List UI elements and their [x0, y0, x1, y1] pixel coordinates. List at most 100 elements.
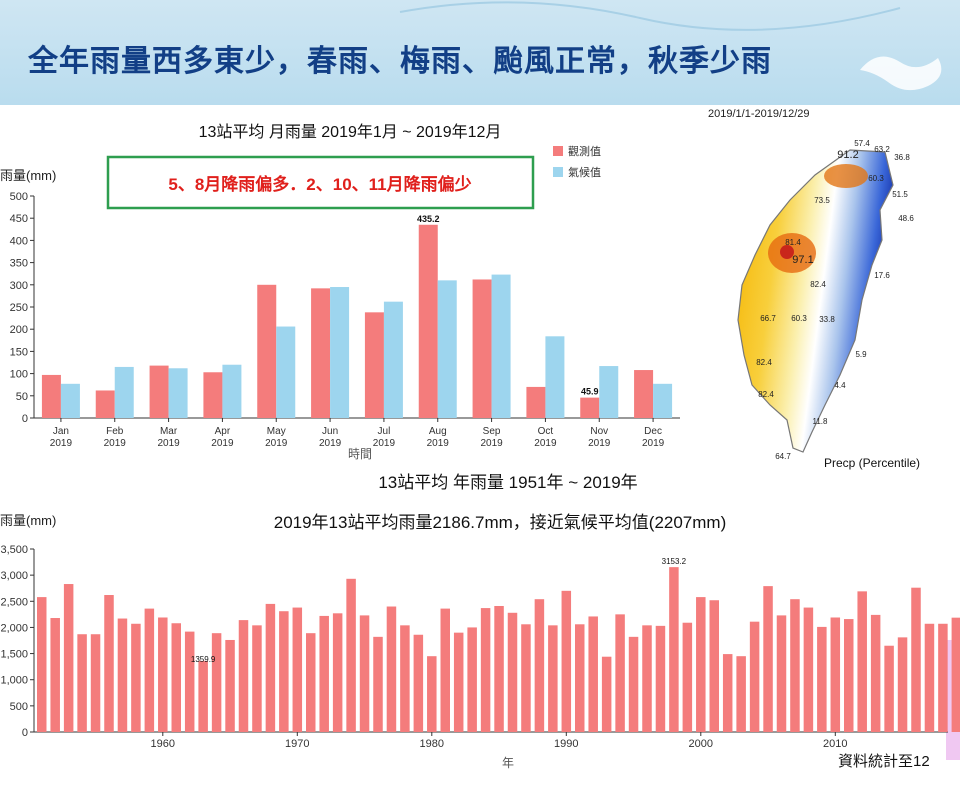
annual-bar: [790, 599, 800, 732]
map-hotspot-core: [780, 245, 794, 259]
monthly-x-tick-label: Jul: [378, 426, 391, 437]
monthly-x-tick-label: Oct: [538, 426, 554, 437]
annual-bar: [306, 633, 316, 732]
annual-bar: [669, 567, 679, 732]
legend-climate-label: 氣候值: [568, 165, 601, 179]
annual-bar: [346, 578, 356, 732]
annual-bar: [144, 608, 155, 732]
observed-bar: [526, 386, 546, 418]
annual-bar: [413, 634, 424, 732]
annual-data-label: 1359.9: [191, 655, 216, 664]
annual-bar: [480, 608, 491, 732]
annual-bar: [279, 611, 289, 732]
annual-bar: [467, 627, 477, 732]
monthly-x-tick-label: May: [267, 426, 286, 437]
monthly-x-tick-label: Apr: [215, 426, 231, 437]
annual-bar: [494, 605, 504, 732]
annual-bar: [601, 656, 612, 732]
annual-bar: [722, 654, 733, 732]
annual-bar: [319, 615, 329, 732]
monthly-x-tick-year: 2019: [50, 438, 73, 449]
annual-y-tick-label: 1,500: [0, 649, 28, 661]
annual-bar: [628, 636, 639, 732]
monthly-x-tick-year: 2019: [319, 438, 342, 449]
monthly-data-label: 45.9: [581, 387, 599, 397]
station-value-label: 91.2: [837, 149, 858, 161]
observed-bar: [203, 372, 223, 418]
station-value-label: 4.4: [834, 381, 846, 390]
monthly-x-tick-label: Aug: [429, 426, 447, 437]
annual-bar: [252, 625, 262, 732]
station-value-label: 82.4: [758, 390, 774, 399]
monthly-x-tick-year: 2019: [480, 438, 503, 449]
station-value-label: 64.7: [775, 452, 791, 461]
monthly-y-tick-label: 300: [10, 280, 28, 292]
annual-x-tick-label: 1970: [285, 738, 309, 750]
data-footnote: 資料統計至12: [838, 753, 930, 770]
annual-x-tick-label: 2010: [823, 738, 847, 750]
monthly-x-tick-year: 2019: [157, 438, 180, 449]
annual-bar: [615, 614, 625, 732]
monthly-x-tick-label: Mar: [160, 426, 178, 437]
annual-bar: [427, 656, 437, 732]
annual-bar: [332, 613, 343, 732]
annual-y-tick-label: 500: [10, 701, 28, 713]
annual-bar: [749, 621, 760, 732]
monthly-y-tick-label: 450: [10, 213, 28, 225]
annual-bar: [575, 624, 585, 732]
legend-observed-label: 觀測值: [568, 144, 601, 158]
annual-bar: [534, 599, 545, 732]
observed-bar: [364, 312, 384, 418]
legend-observed-swatch: [553, 146, 563, 156]
climate-bar: [383, 301, 403, 418]
observed-bar: [95, 390, 115, 418]
climate-bar: [599, 366, 619, 418]
annual-y-tick-label: 2,000: [0, 622, 28, 634]
annual-y-tick-label: 1,000: [0, 675, 28, 687]
station-value-label: 36.8: [894, 153, 910, 162]
climate-bar: [653, 383, 673, 418]
monthly-x-axis-label: 時間: [348, 447, 372, 461]
monthly-x-tick-year: 2019: [588, 438, 611, 449]
map-hotspot-north: [824, 164, 868, 188]
callout-box: [106, 155, 535, 210]
annual-bar: [642, 625, 652, 732]
monthly-x-tick-label: Jun: [322, 426, 338, 437]
station-value-label: 17.6: [874, 271, 890, 280]
observed-bar: [311, 288, 331, 418]
station-value-label: 66.7: [760, 314, 776, 323]
monthly-y-tick-label: 100: [10, 369, 28, 381]
annual-bar: [938, 623, 948, 732]
map-legend-label: Precp (Percentile): [824, 456, 920, 470]
content-sheet: 13站平均 月雨量 2019年1月 ~ 2019年12月 雨量(mm) 5、8月…: [0, 105, 960, 790]
monthly-y-tick-label: 200: [10, 324, 28, 336]
monthly-x-tick-year: 2019: [642, 438, 665, 449]
monthly-y-tick-label: 50: [16, 391, 28, 403]
annual-bar: [400, 625, 410, 732]
annual-bar: [655, 625, 666, 732]
annual-bar: [857, 591, 867, 732]
annual-y-tick-label: 2,500: [0, 596, 28, 608]
station-value-label: 82.4: [756, 358, 772, 367]
annual-bar: [373, 636, 383, 732]
annual-bar: [817, 626, 827, 732]
monthly-y-tick-label: 500: [10, 191, 28, 203]
annual-y-tick-label: 0: [22, 727, 28, 739]
annual-x-tick-label: 1960: [151, 738, 175, 750]
annual-bar: [521, 624, 531, 732]
annual-chart-title: 13站平均 年雨量 1951年 ~ 2019年: [378, 473, 637, 492]
monthly-x-tick-label: Dec: [644, 426, 662, 437]
monthly-x-tick-year: 2019: [427, 438, 450, 449]
monthly-x-tick-year: 2019: [265, 438, 288, 449]
observed-bar: [634, 370, 654, 418]
station-value-label: 5.9: [855, 350, 867, 359]
climate-bar: [114, 366, 134, 418]
observed-bar: [257, 284, 277, 418]
climate-bar: [168, 368, 188, 418]
monthly-x-tick-year: 2019: [373, 438, 396, 449]
climate-bar: [491, 274, 511, 418]
station-value-label: 82.4: [810, 280, 826, 289]
annual-bar: [131, 623, 141, 732]
monthly-x-tick-year: 2019: [534, 438, 557, 449]
station-value-label: 97.1: [792, 254, 813, 266]
